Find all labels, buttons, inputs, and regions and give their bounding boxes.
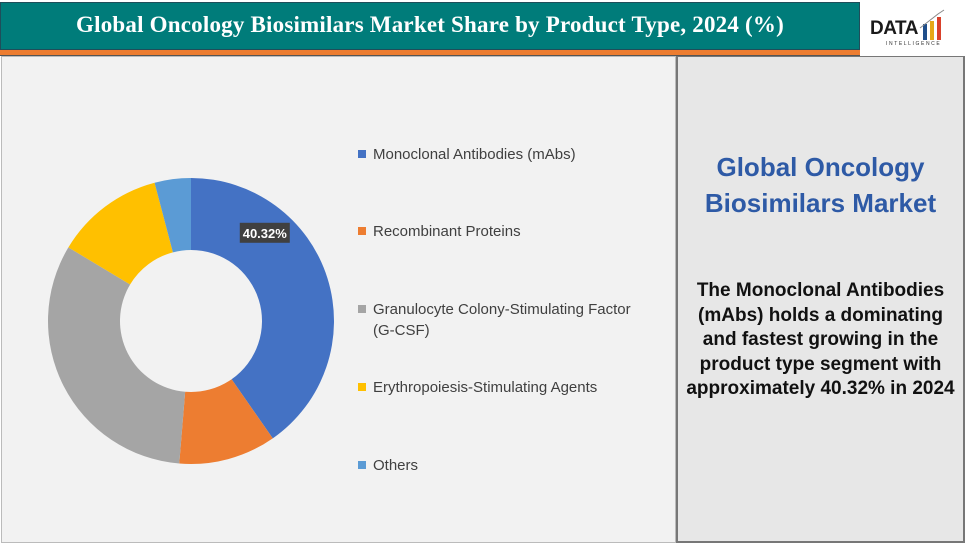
legend-item: Recombinant Proteins xyxy=(358,221,648,242)
logo: DATA INTELLIGENCE xyxy=(860,4,965,56)
legend-label: Monoclonal Antibodies (mAbs) xyxy=(373,146,576,163)
legend-swatch xyxy=(358,227,366,235)
header-bar: Global Oncology Biosimilars Market Share… xyxy=(0,2,860,50)
legend-swatch xyxy=(358,383,366,391)
legend-label: Erythropoiesis-Stimulating Agents xyxy=(373,379,598,396)
chart-title: Global Oncology Biosimilars Market Share… xyxy=(76,12,784,37)
legend-item: Granulocyte Colony-Stimulating Factor (G… xyxy=(358,299,648,341)
logo-subtext: INTELLIGENCE xyxy=(886,41,942,47)
donut-slice-4 xyxy=(68,182,173,285)
svg-text:40.32%: 40.32% xyxy=(243,226,288,241)
legend-swatch xyxy=(358,305,366,313)
logo-text: DATA xyxy=(870,18,918,39)
summary-text: The Monoclonal Antibodies (mAbs) holds a… xyxy=(686,280,955,399)
donut-slice-5 xyxy=(154,178,191,253)
summary-panel: Global Oncology Biosimilars Market The M… xyxy=(676,56,965,543)
legend-swatch xyxy=(358,150,366,158)
legend-label: Granulocyte Colony-Stimulating Factor (G… xyxy=(373,301,631,339)
donut-slice-2 xyxy=(179,379,273,464)
legend-swatch xyxy=(358,461,366,469)
donut-chart: 40.32% xyxy=(48,178,335,464)
legend-item: Others xyxy=(358,455,648,476)
header-accent-stripe xyxy=(0,50,860,56)
donut-slice-3 xyxy=(48,247,186,464)
data-label: 40.32% xyxy=(239,222,290,243)
legend-label: Others xyxy=(373,457,419,474)
legend-item: Monoclonal Antibodies (mAbs) xyxy=(358,144,648,165)
legend-item: Erythropoiesis-Stimulating Agents xyxy=(358,377,648,398)
donut-slice-1 xyxy=(191,178,335,439)
logo-bars-icon xyxy=(919,9,945,40)
summary-title: Global Oncology Biosimilars Market xyxy=(704,152,937,218)
legend-label: Recombinant Proteins xyxy=(373,223,521,240)
